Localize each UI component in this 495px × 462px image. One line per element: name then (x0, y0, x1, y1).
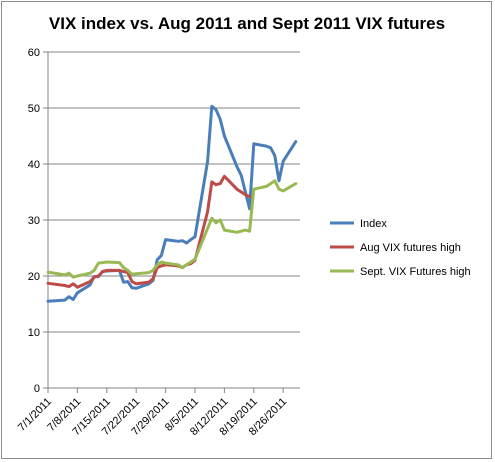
legend-label-1: Index (360, 218, 387, 230)
series-line-1 (46, 104, 298, 303)
grid-layer (48, 51, 300, 333)
y-tick-label: 40 (28, 159, 40, 171)
legend-label-2: Aug VIX futures high (360, 242, 461, 254)
axis-layer: 01020304050607/1/20117/8/20117/15/20117/… (16, 47, 300, 438)
series-line-3 (46, 179, 298, 279)
y-tick-label: 10 (28, 327, 40, 339)
y-tick-label: 60 (28, 47, 40, 59)
legend-label-3: Sept. VIX Futures high (360, 266, 471, 278)
chart-title: VIX index vs. Aug 2011 and Sept 2011 VIX… (49, 14, 445, 33)
series-layer (46, 104, 298, 303)
y-tick-label: 20 (28, 271, 40, 283)
y-tick-label: 50 (28, 103, 40, 115)
legend: Index Aug VIX futures high Sept. VIX Futur… (330, 218, 471, 278)
series-line-2 (46, 174, 252, 289)
y-tick-label: 0 (34, 383, 40, 395)
y-tick-label: 30 (28, 215, 40, 227)
